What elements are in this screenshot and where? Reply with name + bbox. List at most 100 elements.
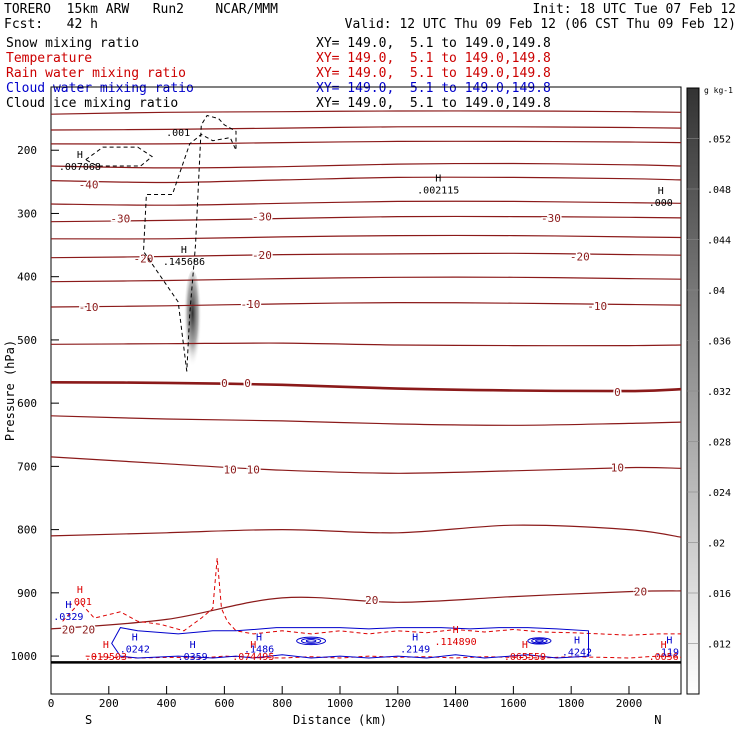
temperature-contour-label: -10 [79, 301, 99, 314]
temperature-contour-label: -30 [110, 213, 130, 226]
cloud-water-contour [111, 627, 589, 659]
temperature-contour [50, 252, 682, 259]
x-tick-label: 1800 [558, 697, 585, 710]
y-tick-label: 1000 [11, 650, 38, 663]
snow-core-shading [183, 270, 202, 378]
x-tick-label: 1000 [327, 697, 354, 710]
legend-field-location: XY= 149.0, 5.1 to 149.0,149.8 [316, 36, 551, 51]
cloud-maximum-value: .0242 [120, 644, 150, 655]
x-tick-label: 400 [157, 697, 177, 710]
temperature-contour [50, 162, 682, 169]
cloud-water-core-contour [300, 637, 322, 644]
rain-maximum-value: .019503 [85, 652, 127, 663]
x-tick-label: 200 [99, 697, 119, 710]
north-end-label: N [654, 713, 661, 727]
temperature-contour-label: 10 [224, 464, 237, 477]
rain-maximum-value: .065559 [504, 652, 546, 663]
cloud-maximum-value: .2149 [400, 644, 430, 655]
temperature-contour [50, 110, 682, 115]
cloud-water-core-contour [531, 638, 548, 644]
legend-field-name: Temperature [6, 51, 93, 66]
ice-maximum-value: .002115 [417, 185, 459, 196]
cloud-maximum-marker: H [574, 636, 580, 647]
legend-field-location: XY= 149.0, 5.1 to 149.0,149.8 [316, 96, 551, 111]
rain-maximum-marker: H [250, 640, 256, 651]
temperature-contour [50, 276, 682, 283]
cloud-maximum-value: .119 [655, 648, 679, 659]
temperature-contour [50, 301, 682, 308]
temperature-contour-label: 0 [614, 386, 621, 399]
rain-maximum-marker: H [103, 640, 109, 651]
temperature-contour-label: -30 [252, 211, 272, 224]
temperature-contour-label: 20 [634, 586, 647, 599]
cloud-maximum-value: .4242 [562, 648, 592, 659]
y-tick-label: 800 [17, 524, 37, 537]
cloud-maximum-value: .0359 [178, 652, 208, 663]
cloud-maximum-value: .0329 [53, 612, 83, 623]
legend-field-name: Snow mixing ratio [6, 36, 140, 51]
temperature-contour [50, 215, 682, 223]
rain-maximum-marker: H [453, 625, 459, 636]
colorbar-tick-label: .028 [707, 438, 731, 449]
colorbar-tick-label: .048 [707, 185, 731, 196]
rain-maximum-value: .001 [68, 597, 92, 608]
cloud-maximum-marker: H [132, 632, 138, 643]
temperature-contour-label: -10 [240, 298, 260, 311]
colorbar-tick-label: .052 [707, 135, 731, 146]
ice-maximum-marker: .001 [166, 128, 190, 139]
legend-field-name: Cloud water mixing ratio [6, 81, 194, 96]
colorbar-tick-label: .012 [707, 640, 731, 651]
y-tick-label: 900 [17, 587, 37, 600]
colorbar-tick-label: .032 [707, 387, 731, 398]
cloud-water-core-contour [535, 639, 544, 643]
x-tick-label: 0 [48, 697, 55, 710]
legend-field-name: Cloud ice mixing ratio [6, 96, 179, 111]
temperature-contour [50, 524, 682, 538]
temperature-contour-label: 10 [611, 462, 624, 475]
cloud-maximum-marker: H [256, 632, 262, 643]
x-tick-label: 600 [214, 697, 234, 710]
temperature-contour [50, 342, 682, 347]
y-tick-label: 700 [17, 460, 37, 473]
temperature-contour-label: 20 [82, 624, 95, 637]
temperature-contour-label: 20 [62, 624, 75, 637]
temperature-contour [50, 126, 682, 131]
cloud-water-core-contour [296, 636, 327, 646]
header-valid-time: Valid: 12 UTC Thu 09 Feb 12 (06 CST Thu … [344, 17, 736, 32]
temperature-contour [50, 234, 682, 240]
temperature-contour-label: -10 [587, 300, 607, 313]
south-end-label: S [85, 713, 92, 727]
colorbar-tick-label: .024 [707, 488, 731, 499]
legend-field-location: XY= 149.0, 5.1 to 149.0,149.8 [316, 51, 551, 66]
header-forecast-hour: Fcst: 42 h [4, 17, 98, 32]
temperature-contour-label: 0 [244, 377, 251, 390]
y-tick-label: 200 [17, 144, 37, 157]
x-tick-label: 1600 [500, 697, 527, 710]
cloud-water-core-contour [527, 637, 552, 645]
cloud-ice-contour [84, 146, 153, 167]
colorbar-unit-label: g kg-1 [704, 86, 733, 95]
cloud-ice-contour [142, 114, 237, 372]
temperature-contour [50, 456, 682, 474]
rain-maximum-value: .0056 [649, 652, 679, 663]
temperature-contour-label: 0 [221, 377, 228, 390]
temperature-contour-label: -20 [134, 252, 154, 265]
snow-maximum-value: .145686 [163, 257, 205, 268]
colorbar-tick-label: .02 [707, 539, 725, 550]
y-tick-label: 600 [17, 397, 37, 410]
temperature-contour [50, 200, 682, 206]
rain-water-contour [62, 558, 681, 636]
temperature-contour-label: -30 [541, 212, 561, 225]
temperature-contour-label: -20 [252, 249, 272, 262]
temperature-contour [50, 415, 682, 426]
header-init-time: Init: 18 UTC Tue 07 Feb 12 [532, 2, 737, 17]
cloud-maximum-marker: H [65, 600, 71, 611]
ice-maximum-value: .000 [649, 198, 673, 209]
cloud-maximum-value: .1486 [244, 644, 274, 655]
rain-maximum-value: .114890 [435, 637, 477, 648]
rain-maximum-marker: H [77, 585, 83, 596]
temperature-contour [50, 590, 682, 630]
y-axis-label: Pressure (hPa) [3, 340, 17, 441]
ice-maximum-marker: H [658, 186, 664, 197]
